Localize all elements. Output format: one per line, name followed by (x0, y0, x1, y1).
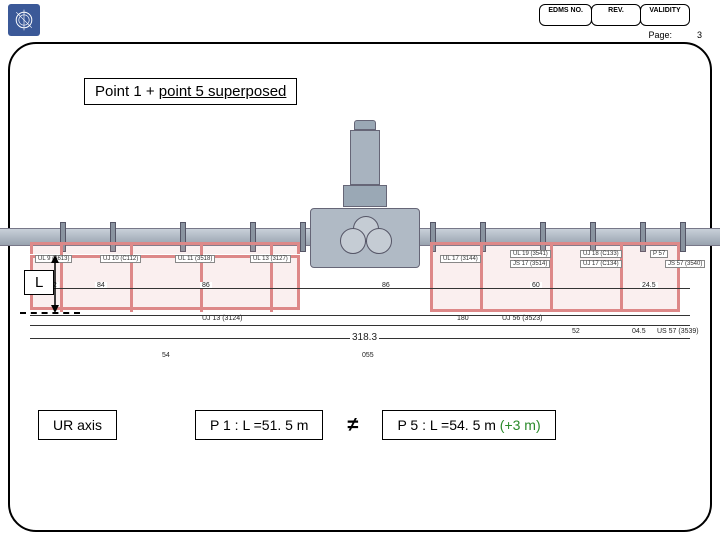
segment-label: UL 11 (3518) (175, 255, 215, 263)
segment-label: UL 19 (3541) (510, 250, 551, 258)
dimension-value: 04.5 (630, 328, 648, 335)
seg-dim-line (30, 288, 690, 289)
dimension-value: 055 (360, 352, 376, 359)
cern-logo (8, 4, 40, 36)
dimension-value: US 57 (3539) (655, 328, 701, 335)
segment-label: UL 17 (3144) (440, 255, 481, 263)
l-baseline (20, 312, 80, 314)
page-label: Page: (648, 30, 672, 40)
cern-logo-icon (11, 7, 37, 33)
neq-symbol: ≠ (347, 414, 358, 437)
header-meta: EDMS NO. REV. VALIDITY (539, 4, 690, 26)
p1-box: P 1 : L =51. 5 m (195, 410, 323, 440)
edms-box: EDMS NO. (539, 4, 592, 26)
dimension-value: UJ 56 (3523) (500, 315, 544, 322)
segment-label: UJ 17 (C134) (580, 260, 622, 268)
center-tower (350, 120, 380, 207)
page-number: 3 (697, 30, 702, 40)
info-row: UR axis P 1 : L =51. 5 m ≠ P 5 : L =54. … (38, 410, 556, 440)
segment-label: UJ 18 (C133) (580, 250, 622, 258)
diagram: UL 9 (3613)UJ 10 (C112)UL 11 (3518)UL 13… (0, 160, 720, 360)
segment-label: JS 17 (3514) (510, 260, 550, 268)
title-underlined: point 5 superposed (159, 83, 287, 100)
slide-title: Point 1 + point 5 superposed (84, 78, 297, 105)
title-prefix: Point 1 + (95, 83, 159, 100)
overlay-left (30, 255, 300, 310)
overlay-divider (200, 242, 203, 312)
p5-delta: (+3 m) (500, 417, 541, 433)
valve-circle (340, 228, 366, 254)
dimension-value: 52 (570, 328, 582, 335)
pipe-flange (300, 222, 306, 252)
overlay-left-top (30, 242, 300, 254)
p5-text: P 5 : L =54. 5 m (397, 417, 499, 433)
dimension-value: UJ 13 (3124) (200, 315, 244, 322)
p5-box: P 5 : L =54. 5 m (+3 m) (382, 410, 555, 440)
segment-label: JS 57 (3540) (665, 260, 705, 268)
mid-dim-line (30, 325, 690, 326)
valve-circle (366, 228, 392, 254)
l-marker: L (24, 270, 54, 295)
segment-label: UJ 10 (C112) (100, 255, 141, 263)
overlay-right (430, 242, 680, 312)
overlay-divider (480, 242, 483, 312)
segment-label: UL 13 (3127) (250, 255, 291, 263)
dimension-value: 54 (160, 352, 172, 359)
overlay-divider (270, 242, 273, 312)
overlay-divider (130, 242, 133, 312)
validity-box: VALIDITY (640, 4, 690, 26)
rev-box: REV. (591, 4, 641, 26)
total-dim: 318.3 (350, 332, 379, 343)
upper-dim-line (30, 315, 690, 316)
segment-label: P 57 (650, 250, 668, 258)
ur-axis-box: UR axis (38, 410, 117, 440)
dimension-value: 180 (455, 315, 471, 322)
pipe-flange (680, 222, 686, 252)
